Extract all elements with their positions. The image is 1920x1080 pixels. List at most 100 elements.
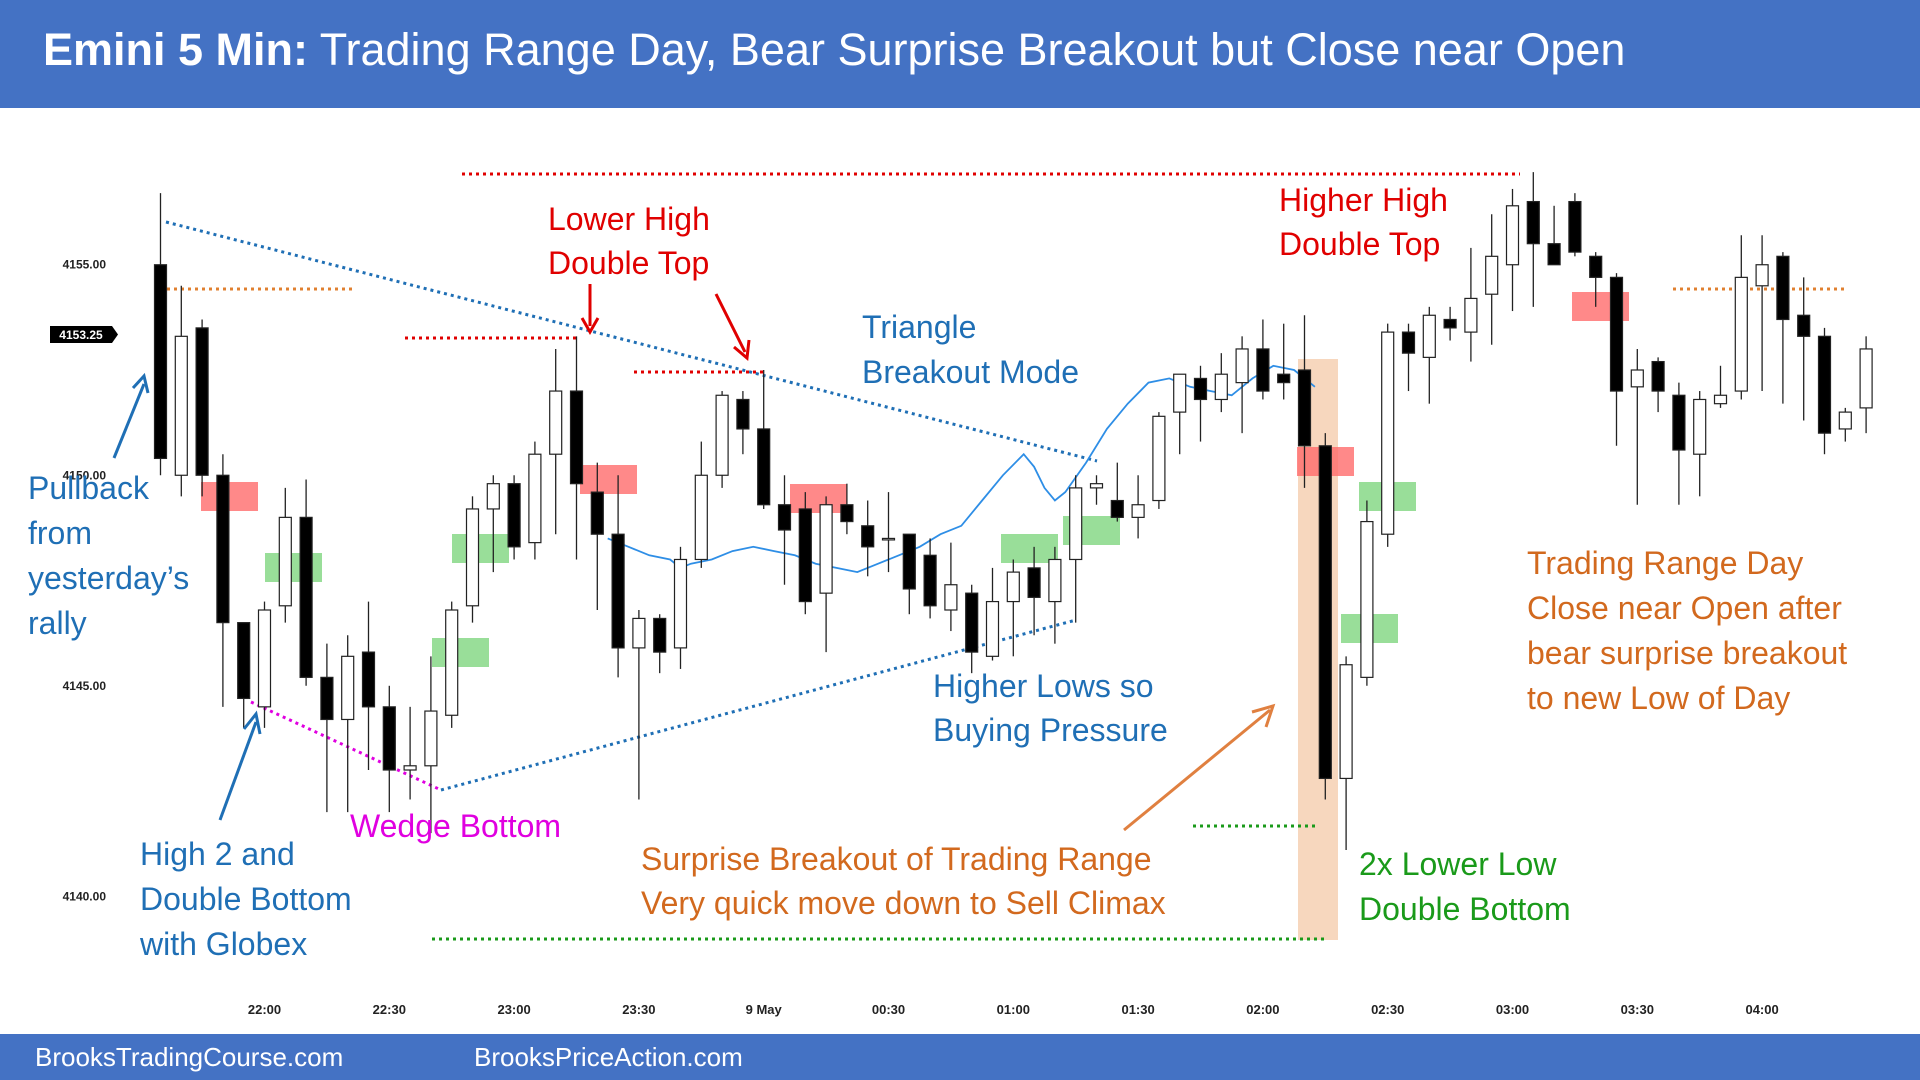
title-banner: Emini 5 Min: Trading Range Day, Bear Sur… (0, 0, 1920, 108)
green-marker (452, 534, 509, 563)
x-tick-label: 9 May (746, 1002, 783, 1017)
label-higher-high: Higher High (1279, 182, 1448, 218)
candle (1006, 559, 1020, 657)
bull-candle-body (1734, 276, 1748, 392)
candle (424, 656, 438, 834)
y-tick-label: 4140.00 (63, 889, 107, 903)
candle (611, 475, 625, 678)
candle (1526, 172, 1540, 307)
axis-layer: 4155.00 4150.00 4145.00 4140.00 22:00 22:30 23… (63, 258, 1779, 1017)
candle (1797, 277, 1811, 421)
bear-candle-body (1797, 314, 1811, 337)
x-tick-label: 22:00 (248, 1002, 281, 1017)
candle (569, 336, 584, 560)
red-marker (580, 465, 637, 494)
footer-bar: BrooksTradingCourse.com BrooksPriceActio… (0, 1034, 1920, 1080)
bear-candle-body (1256, 348, 1270, 392)
candle (1547, 205, 1561, 266)
bear-candle-body (1672, 394, 1686, 451)
candle (278, 487, 292, 623)
bear-candle-body (653, 617, 667, 653)
candle (195, 319, 209, 497)
candle (736, 391, 750, 455)
candle (757, 370, 771, 509)
bear-candle-body (1297, 369, 1312, 447)
footer-link-price-action[interactable]: BrooksPriceAction.com (474, 1042, 743, 1072)
bull-candle-body (341, 655, 355, 721)
candle (902, 533, 916, 615)
candle (1256, 319, 1270, 400)
label-trading-range-day: Trading Range Day (1527, 545, 1803, 581)
bull-candle-body (1235, 348, 1249, 384)
candle (694, 441, 708, 568)
ema-line (607, 364, 1316, 574)
label-bear-surprise: bear surprise breakout (1527, 635, 1847, 671)
bear-candle-body (382, 706, 396, 771)
candle (299, 479, 313, 686)
candle (1651, 357, 1665, 413)
red-marker (790, 484, 847, 513)
candle (673, 546, 688, 669)
candle (320, 643, 334, 813)
bear-candle-body (757, 428, 771, 506)
chart-title-bold: Emini 5 Min: (43, 24, 309, 75)
candle (403, 706, 417, 800)
bear-candle-body (1318, 445, 1332, 780)
x-tick-label: 23:00 (497, 1002, 530, 1017)
candle (861, 500, 875, 577)
candle (1173, 373, 1187, 455)
bull-candle-body (445, 609, 459, 716)
label-buying-pressure: Buying Pressure (933, 712, 1168, 748)
bear-candle-body (1526, 200, 1540, 245)
x-tick-label: 03:00 (1496, 1002, 1529, 1017)
candle (1027, 546, 1041, 636)
x-tick-label: 23:30 (622, 1002, 655, 1017)
bull-candle-body (403, 765, 417, 771)
arrow-high2 (218, 710, 262, 821)
bear-candle-body (1401, 331, 1416, 354)
bear-candle-body (611, 533, 625, 649)
bear-candle-body (1027, 567, 1041, 598)
bull-candle-body (1360, 520, 1374, 678)
bear-candle-body (216, 474, 230, 624)
label-higher-lows: Higher Lows so (933, 668, 1154, 704)
candle (819, 496, 833, 653)
bear-candle-body (965, 592, 979, 653)
bear-candle-body (1568, 200, 1582, 253)
candle (1609, 273, 1624, 446)
candle (465, 496, 480, 623)
arrow-surprise-breakout (1123, 703, 1276, 832)
bull-candle-body (1713, 394, 1728, 405)
footer-link-trading-course[interactable]: BrooksTradingCourse.com (35, 1042, 344, 1072)
x-tick-label: 00:30 (872, 1002, 905, 1017)
bear-candle-body (923, 554, 937, 607)
y-tick-label: 4150.00 (63, 468, 107, 482)
candle (507, 475, 521, 560)
candle (1568, 193, 1582, 257)
candle (1360, 500, 1374, 686)
bull-candle-body (1069, 487, 1083, 561)
y-tick-label: 4155.00 (63, 258, 107, 272)
label-high-2: High 2 and (140, 836, 295, 872)
y-tick-label: 4145.00 (63, 679, 107, 693)
label-double-bottom-2: Double Bottom (1359, 891, 1571, 927)
x-tick-label: 02:00 (1246, 1002, 1279, 1017)
bull-candle-body (1505, 205, 1520, 266)
candle (1859, 336, 1873, 434)
candle (361, 601, 376, 770)
green-marker (265, 553, 322, 582)
candle (985, 567, 1000, 661)
bull-candle-body (819, 504, 833, 594)
candle (1110, 462, 1124, 522)
candle (1069, 475, 1083, 623)
label-double-bottom-globex: Double Bottom (140, 881, 352, 917)
bear-candle-body (299, 516, 313, 678)
candle (777, 475, 792, 585)
bull-candle-body (1630, 369, 1644, 388)
candle (1838, 407, 1852, 442)
candle (923, 538, 937, 619)
bull-candle-body (1755, 264, 1769, 287)
bull-candle-body (486, 483, 500, 510)
candle (445, 601, 459, 728)
x-tick-label: 02:30 (1371, 1002, 1404, 1017)
